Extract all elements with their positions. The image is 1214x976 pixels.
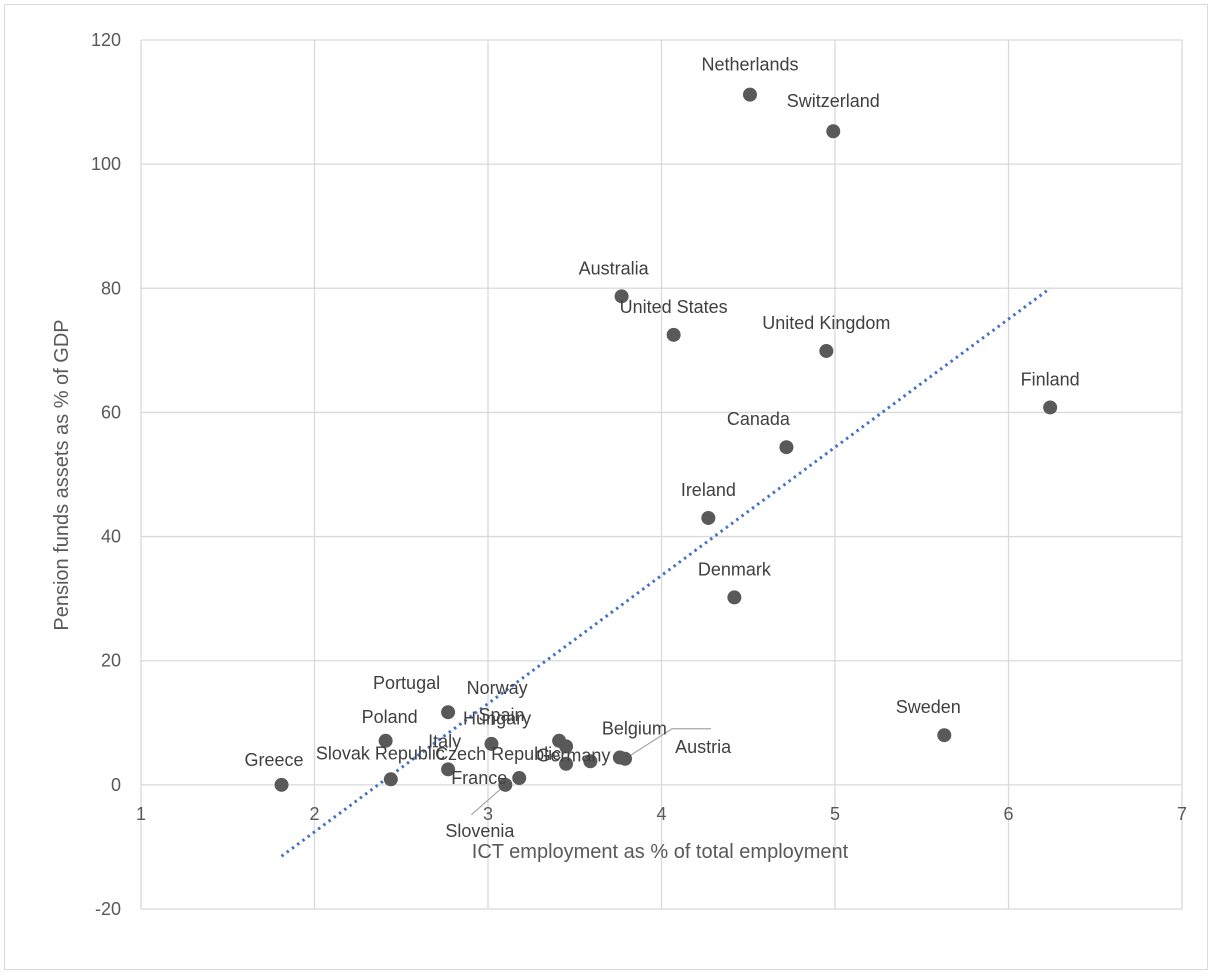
marker-sweden bbox=[937, 728, 952, 743]
label-spain: Spain bbox=[478, 705, 524, 725]
label-norway: Norway bbox=[467, 678, 528, 698]
leader-lines bbox=[470, 728, 712, 816]
trendline-group bbox=[280, 287, 1052, 858]
label-italy: Italy bbox=[428, 731, 461, 751]
label-sweden: Sweden bbox=[896, 697, 961, 717]
label-slovenia: Slovenia bbox=[445, 821, 515, 841]
marker-italy bbox=[441, 762, 456, 777]
x-tick-label: 4 bbox=[656, 804, 666, 824]
marker-finland bbox=[1043, 400, 1058, 415]
x-tick-label: 5 bbox=[830, 804, 840, 824]
label-canada: Canada bbox=[727, 409, 791, 429]
label-germany: Germany bbox=[536, 745, 610, 765]
label-united-kingdom: United Kingdom bbox=[762, 313, 890, 333]
marker-denmark bbox=[727, 590, 742, 605]
marker-hungary bbox=[559, 739, 574, 754]
label-belgium: Belgium bbox=[602, 719, 667, 739]
y-tick-label: 100 bbox=[91, 154, 121, 174]
x-tick-label: 2 bbox=[309, 804, 319, 824]
label-czech-republic: Czech Republic bbox=[435, 744, 561, 764]
marker-ireland bbox=[701, 510, 716, 525]
y-tick-label: 60 bbox=[101, 402, 121, 422]
marker-united-kingdom bbox=[819, 343, 834, 358]
label-hungary: Hungary bbox=[463, 708, 531, 728]
label-slovak-republic: Slovak Republic bbox=[316, 743, 445, 763]
x-tick-label: 7 bbox=[1177, 804, 1187, 824]
y-tick-label: 0 bbox=[111, 775, 121, 795]
label-switzerland: Switzerland bbox=[787, 91, 880, 111]
label-united-states: United States bbox=[620, 297, 728, 317]
y-tick-label: 120 bbox=[91, 30, 121, 50]
marker-greece bbox=[274, 777, 289, 792]
marker-spain bbox=[484, 736, 499, 751]
label-australia: Australia bbox=[579, 258, 650, 278]
label-finland: Finland bbox=[1021, 369, 1080, 389]
data-labels: Netherlands Switzerland Australia United St… bbox=[245, 55, 1080, 841]
marker-portugal bbox=[441, 705, 456, 720]
data-markers bbox=[274, 87, 1058, 792]
y-tick-label: -20 bbox=[95, 899, 121, 919]
x-tick-label: 3 bbox=[483, 804, 493, 824]
marker-slovenia bbox=[498, 777, 513, 792]
label-greece: Greece bbox=[245, 750, 304, 770]
marker-switzerland bbox=[826, 124, 841, 139]
y-tick-label: 80 bbox=[101, 278, 121, 298]
leader-line-austria bbox=[624, 728, 712, 760]
y-tick-label: 40 bbox=[101, 527, 121, 547]
marker-united-states bbox=[666, 327, 681, 342]
label-portugal: Portugal bbox=[373, 673, 440, 693]
x-tick-label: 1 bbox=[136, 804, 146, 824]
chart-frame bbox=[4, 4, 1208, 970]
trendline bbox=[280, 287, 1052, 858]
label-ireland: Ireland bbox=[681, 480, 736, 500]
x-tick-labels: 1 2 3 4 5 6 7 bbox=[136, 804, 1187, 824]
label-austria: Austria bbox=[675, 737, 732, 757]
marker-france bbox=[512, 771, 527, 786]
y-tick-label: 20 bbox=[101, 651, 121, 671]
marker-czech-republic bbox=[559, 756, 574, 771]
marker-canada bbox=[779, 440, 794, 455]
marker-poland bbox=[378, 733, 393, 748]
label-denmark: Denmark bbox=[698, 559, 772, 579]
marker-germany bbox=[583, 754, 598, 769]
y-tick-labels: -20 0 20 40 60 80 100 120 bbox=[91, 30, 121, 919]
marker-austria bbox=[618, 751, 633, 766]
marker-netherlands bbox=[742, 87, 757, 102]
label-france: France bbox=[451, 768, 507, 788]
label-poland: Poland bbox=[362, 707, 418, 727]
marker-slovak-republic bbox=[383, 772, 398, 787]
x-tick-label: 6 bbox=[1003, 804, 1013, 824]
gridlines bbox=[140, 39, 1183, 910]
label-netherlands: Netherlands bbox=[701, 55, 798, 75]
y-axis-title: Pension funds assets as % of GDP bbox=[51, 319, 73, 630]
leader-line-slovenia bbox=[470, 784, 506, 816]
x-axis-title: ICT employment as % of total employment bbox=[472, 841, 849, 863]
marker-australia bbox=[614, 289, 629, 304]
